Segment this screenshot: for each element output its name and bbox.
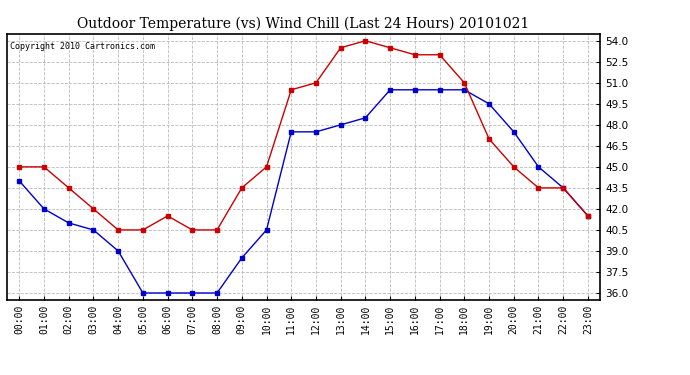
Title: Outdoor Temperature (vs) Wind Chill (Last 24 Hours) 20101021: Outdoor Temperature (vs) Wind Chill (Las…	[77, 17, 530, 31]
Text: Copyright 2010 Cartronics.com: Copyright 2010 Cartronics.com	[10, 42, 155, 51]
